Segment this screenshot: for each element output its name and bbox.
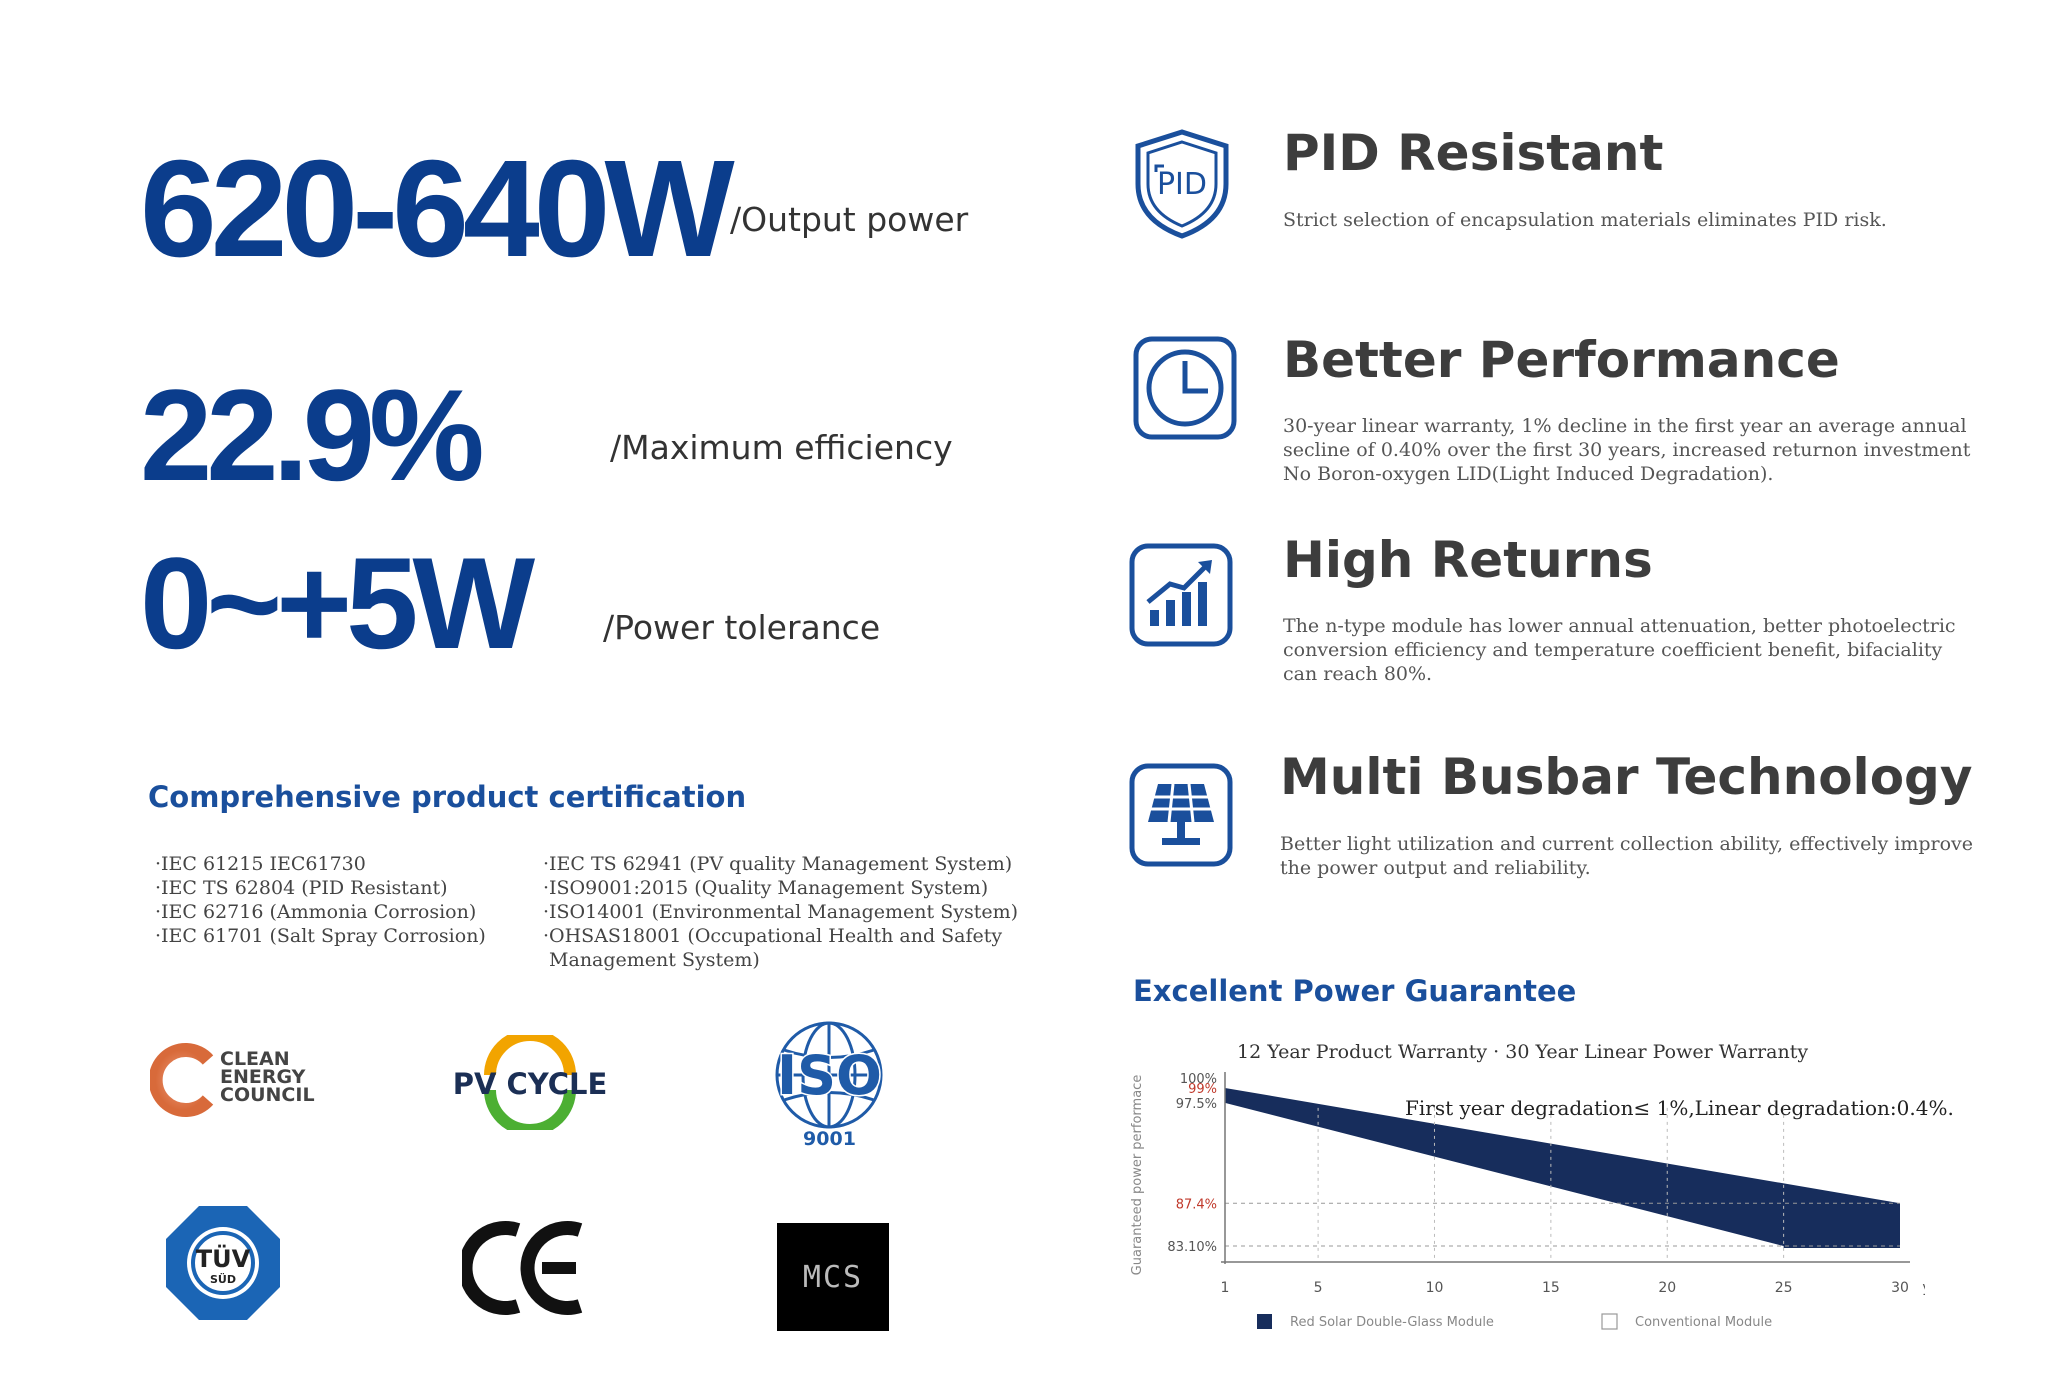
tolerance-value: 0~+5W bbox=[140, 530, 535, 676]
pv-cycle-logo: PV CYCLE bbox=[450, 1035, 610, 1130]
x-tick-label: 20 bbox=[1658, 1280, 1676, 1296]
svg-text:PID: PID bbox=[1157, 167, 1207, 202]
iso-9001-logo: ISO 9001 bbox=[762, 1020, 897, 1150]
cec-text: ENERGY bbox=[220, 1066, 306, 1088]
iso-number: 9001 bbox=[803, 1128, 856, 1150]
legend-label: Red Solar Double-Glass Module bbox=[1290, 1315, 1494, 1330]
y-tick-label: 83.10% bbox=[1167, 1240, 1217, 1255]
efficiency-value: 22.9% bbox=[140, 362, 485, 508]
output-power-value: 620-640W bbox=[140, 132, 735, 286]
x-tick-label: 30 bbox=[1891, 1280, 1909, 1296]
clean-energy-council-logo: CLEAN ENERGY COUNCIL bbox=[150, 1040, 320, 1120]
pv-cycle-ring-icon bbox=[484, 1035, 576, 1130]
feature-desc-line: No Boron-oxygen LID(Light Induced Degrad… bbox=[1283, 463, 1774, 485]
certification-list-left: ·IEC 61215 IEC61730 ·IEC TS 62804 (PID R… bbox=[155, 852, 486, 948]
cert-item: ·IEC 62716 (Ammonia Corrosion) bbox=[155, 901, 477, 923]
growth-chart-icon bbox=[1129, 543, 1233, 647]
y-tick-label: 97.5% bbox=[1176, 1097, 1217, 1112]
cert-item: ·OHSAS18001 (Occupational Health and Saf… bbox=[543, 925, 1003, 947]
clock-icon bbox=[1133, 336, 1237, 440]
efficiency-label: /Maximum efficiency bbox=[610, 428, 953, 467]
y-axis-label: Guaranteed power performace bbox=[1130, 1075, 1145, 1276]
tuv-sud-logo: TÜV SÜD bbox=[163, 1203, 283, 1323]
legend-label: Conventional Module bbox=[1635, 1315, 1772, 1330]
cert-item: ·ISO14001 (Environmental Management Syst… bbox=[543, 901, 1019, 923]
feature-desc-line: The n-type module has lower annual atten… bbox=[1283, 615, 1956, 637]
y-tick-label: 100% bbox=[1180, 1072, 1217, 1087]
tuv-text: TÜV bbox=[195, 1245, 251, 1273]
feature-desc-line: secline of 0.40% over the first 30 years… bbox=[1283, 439, 1971, 461]
output-power-label: /Output power bbox=[730, 200, 969, 239]
legend-swatch-new bbox=[1257, 1314, 1272, 1329]
guarantee-subtitle: 12 Year Product Warranty · 30 Year Linea… bbox=[1237, 1041, 1809, 1063]
x-tick-label: 25 bbox=[1775, 1280, 1793, 1296]
feature-title-busbar: Multi Busbar Technology bbox=[1280, 748, 1973, 806]
ce-mark-icon bbox=[462, 1221, 583, 1315]
cec-c-icon bbox=[150, 1043, 214, 1117]
feature-desc-line: can reach 80%. bbox=[1283, 663, 1433, 685]
feature-desc-pid: Strict selection of encapsulation materi… bbox=[1283, 208, 1887, 232]
cert-item: Management System) bbox=[543, 949, 760, 971]
pv-cycle-text: PV CYCLE bbox=[452, 1067, 608, 1101]
feature-desc-line: Better light utilization and current col… bbox=[1280, 833, 1974, 855]
cec-text: CLEAN bbox=[220, 1048, 290, 1070]
guarantee-annotation: First year degradation≤ 1%,Linear degrad… bbox=[1405, 1096, 1954, 1120]
ce-mark-logo bbox=[462, 1218, 592, 1318]
feature-title-pid: PID Resistant bbox=[1283, 124, 1664, 182]
y-tick-label: 99% bbox=[1188, 1082, 1217, 1097]
legend-swatch-conventional bbox=[1601, 1313, 1618, 1330]
feature-desc-line: Strict selection of encapsulation materi… bbox=[1283, 209, 1887, 231]
iso-text: ISO bbox=[776, 1043, 884, 1109]
feature-desc-line: conversion efficiency and temperature co… bbox=[1283, 639, 1943, 661]
mcs-text: MCS bbox=[802, 1260, 864, 1295]
certification-list-right: ·IEC TS 62941 (PV quality Management Sys… bbox=[543, 852, 1018, 972]
x-tick-label: 15 bbox=[1542, 1280, 1560, 1296]
certification-title: Comprehensive product certification bbox=[148, 780, 747, 814]
x-tick-label: 10 bbox=[1426, 1280, 1444, 1296]
tuv-octagon-icon bbox=[166, 1206, 280, 1320]
pid-shield-icon: PID bbox=[1135, 129, 1229, 239]
feature-desc-performance: 30-year linear warranty, 1% decline in t… bbox=[1283, 414, 1970, 486]
feature-title-returns: High Returns bbox=[1283, 531, 1653, 589]
y-tick-label: 87.4% bbox=[1176, 1197, 1217, 1212]
new-warranty-area bbox=[1225, 1087, 1900, 1249]
feature-title-performance: Better Performance bbox=[1283, 331, 1840, 389]
feature-desc-busbar: Better light utilization and current col… bbox=[1280, 832, 1973, 880]
globe-icon bbox=[775, 1021, 883, 1129]
power-guarantee-chart: 100%99%97.5%87.4%83.10%151015202530yearG… bbox=[1130, 1072, 1925, 1330]
tolerance-label: /Power tolerance bbox=[603, 608, 881, 647]
guarantee-title: Excellent Power Guarantee bbox=[1133, 974, 1577, 1008]
mcs-logo: MCS bbox=[777, 1223, 889, 1331]
cert-item: ·IEC TS 62804 (PID Resistant) bbox=[155, 877, 448, 899]
x-axis-label: year bbox=[1922, 1280, 1925, 1296]
cert-item: ·IEC 61215 IEC61730 bbox=[155, 853, 366, 875]
x-tick-label: 1 bbox=[1221, 1280, 1230, 1296]
feature-desc-line: the power output and reliability. bbox=[1280, 857, 1591, 879]
feature-desc-returns: The n-type module has lower annual atten… bbox=[1283, 614, 1956, 686]
cert-item: ·IEC TS 62941 (PV quality Management Sys… bbox=[543, 853, 1013, 875]
solar-panel-icon bbox=[1129, 763, 1233, 867]
tuv-sub-text: SÜD bbox=[210, 1273, 236, 1286]
feature-desc-line: 30-year linear warranty, 1% decline in t… bbox=[1283, 415, 1967, 437]
cert-item: ·IEC 61701 (Salt Spray Corrosion) bbox=[155, 925, 486, 947]
cec-text: COUNCIL bbox=[220, 1084, 315, 1106]
x-tick-label: 5 bbox=[1314, 1280, 1323, 1296]
cert-item: ·ISO9001:2015 (Quality Management System… bbox=[543, 877, 989, 899]
